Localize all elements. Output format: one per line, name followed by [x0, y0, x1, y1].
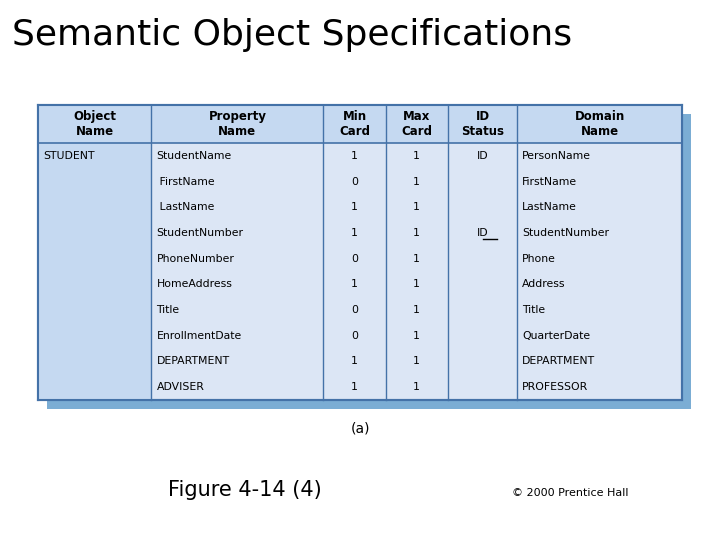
Bar	[38, 143, 151, 400]
Text: ADVISER: ADVISER	[156, 382, 204, 392]
Text: LastName: LastName	[522, 202, 577, 212]
Text: DEPARTMENT: DEPARTMENT	[522, 356, 595, 367]
Text: Property
Name: Property Name	[208, 110, 266, 138]
Polygon shape	[47, 400, 691, 409]
Text: StudentNumber: StudentNumber	[522, 228, 609, 238]
Text: 1: 1	[351, 382, 358, 392]
Text: StudentName: StudentName	[156, 151, 232, 161]
Text: 0: 0	[351, 305, 358, 315]
Text: 1: 1	[413, 382, 420, 392]
Text: 1: 1	[351, 279, 358, 289]
Bar	[38, 105, 682, 143]
Text: (a): (a)	[350, 422, 370, 436]
Text: Figure 4-14 (4): Figure 4-14 (4)	[168, 480, 322, 500]
Text: PROFESSOR: PROFESSOR	[522, 382, 588, 392]
Text: 1: 1	[413, 177, 420, 186]
Text: 1: 1	[351, 151, 358, 161]
Text: Semantic Object Specifications: Semantic Object Specifications	[12, 18, 572, 52]
Text: Title: Title	[522, 305, 546, 315]
Text: FirstName: FirstName	[156, 177, 215, 186]
Text: PersonName: PersonName	[522, 151, 591, 161]
Text: STUDENT: STUDENT	[43, 151, 94, 161]
Text: ID
Status: ID Status	[461, 110, 504, 138]
Text: 1: 1	[413, 279, 420, 289]
Text: 1: 1	[413, 356, 420, 367]
Text: 1: 1	[413, 254, 420, 264]
Text: © 2000 Prentice Hall: © 2000 Prentice Hall	[512, 488, 629, 498]
Text: Phone: Phone	[522, 254, 557, 264]
Text: Domain
Name: Domain Name	[575, 110, 625, 138]
Text: 1: 1	[413, 151, 420, 161]
Text: Max
Card: Max Card	[401, 110, 432, 138]
Text: 0: 0	[351, 177, 358, 186]
Text: StudentNumber: StudentNumber	[156, 228, 243, 238]
Text: HomeAddress: HomeAddress	[156, 279, 233, 289]
Text: PhoneNumber: PhoneNumber	[156, 254, 234, 264]
Text: 0: 0	[351, 254, 358, 264]
Text: 1: 1	[351, 202, 358, 212]
Text: FirstName: FirstName	[522, 177, 577, 186]
Text: LastName: LastName	[156, 202, 215, 212]
Text: Object
Name: Object Name	[73, 110, 116, 138]
Text: ID: ID	[477, 151, 488, 161]
Text: 1: 1	[413, 228, 420, 238]
Text: Address: Address	[522, 279, 566, 289]
Text: 1: 1	[413, 305, 420, 315]
Text: EnrollmentDate: EnrollmentDate	[156, 330, 242, 341]
Text: 1: 1	[351, 356, 358, 367]
Text: Title: Title	[156, 305, 179, 315]
Bar	[38, 105, 682, 400]
Text: QuarterDate: QuarterDate	[522, 330, 590, 341]
Text: DEPARTMENT: DEPARTMENT	[156, 356, 230, 367]
Polygon shape	[682, 114, 691, 409]
Text: Min
Card: Min Card	[339, 110, 370, 138]
Text: 1: 1	[413, 202, 420, 212]
Text: 0: 0	[351, 330, 358, 341]
Text: 1: 1	[413, 330, 420, 341]
Text: 1: 1	[351, 228, 358, 238]
Text: ID: ID	[477, 228, 488, 238]
